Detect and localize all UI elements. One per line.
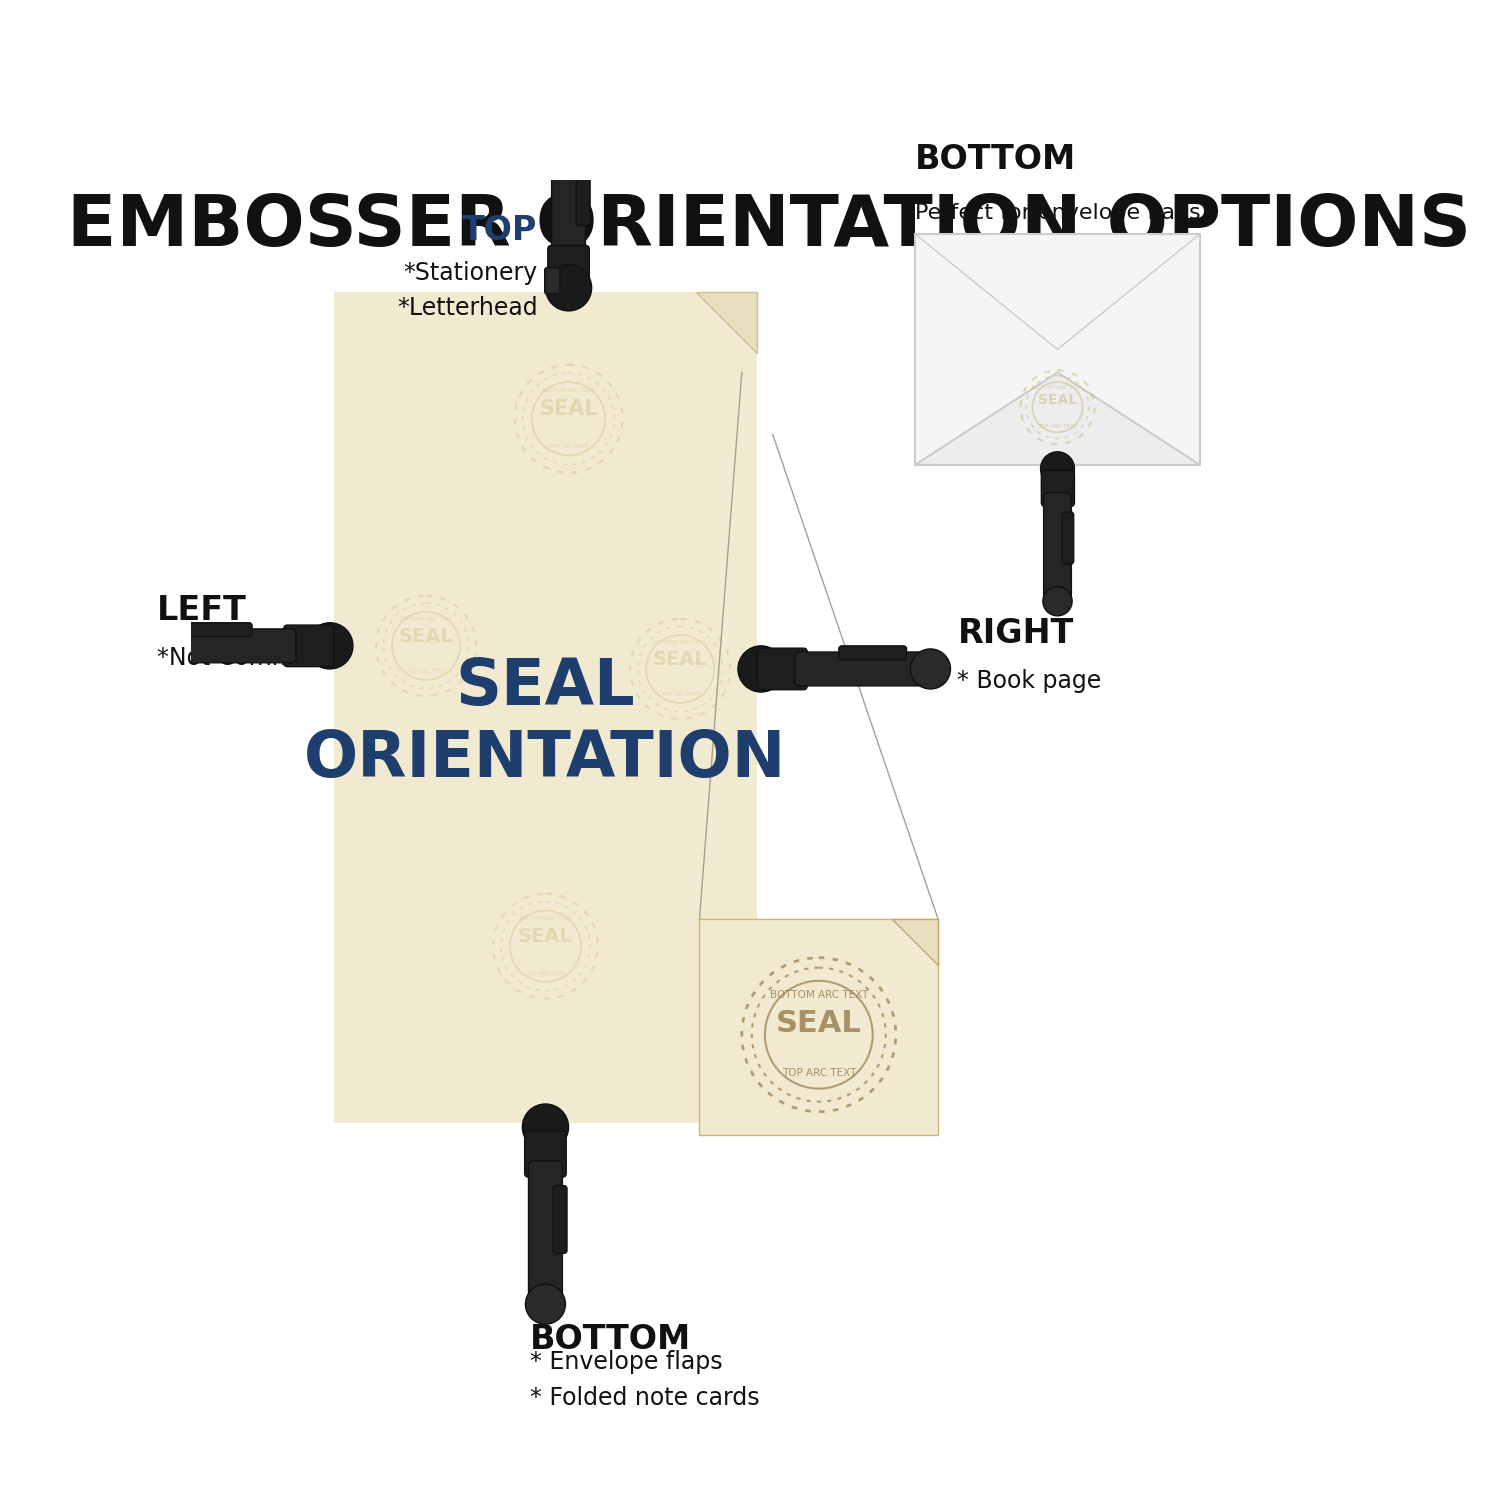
Text: SEAL: SEAL bbox=[538, 399, 598, 418]
Text: BOTTOM ARC TEXT: BOTTOM ARC TEXT bbox=[520, 916, 572, 921]
FancyBboxPatch shape bbox=[152, 628, 296, 663]
Text: TOP ARC TEXT: TOP ARC TEXT bbox=[526, 970, 566, 976]
FancyBboxPatch shape bbox=[1041, 471, 1074, 507]
FancyBboxPatch shape bbox=[758, 648, 807, 690]
Text: BOTTOM ARC TEXT: BOTTOM ARC TEXT bbox=[543, 388, 594, 393]
Text: SEAL: SEAL bbox=[518, 927, 573, 946]
Text: BOTTOM ARC TEXT: BOTTOM ARC TEXT bbox=[400, 618, 451, 622]
Circle shape bbox=[306, 622, 352, 669]
FancyBboxPatch shape bbox=[552, 126, 585, 266]
Text: EMBOSSER ORIENTATION OPTIONS: EMBOSSER ORIENTATION OPTIONS bbox=[66, 192, 1472, 261]
Circle shape bbox=[1041, 452, 1074, 486]
Text: TOP ARC TEXT: TOP ARC TEXT bbox=[549, 444, 588, 448]
Text: SEAL
ORIENTATION: SEAL ORIENTATION bbox=[304, 656, 786, 789]
FancyBboxPatch shape bbox=[1044, 492, 1071, 600]
Text: TOP ARC TEXT: TOP ARC TEXT bbox=[406, 669, 445, 675]
Circle shape bbox=[738, 646, 784, 692]
FancyBboxPatch shape bbox=[795, 652, 939, 686]
Text: Perfect for envelope flaps
or bottom of page seals: Perfect for envelope flaps or bottom of … bbox=[915, 202, 1202, 252]
Text: *Stationery
*Letterhead: *Stationery *Letterhead bbox=[398, 261, 537, 321]
Text: SEAL: SEAL bbox=[1038, 393, 1077, 408]
Text: LEFT: LEFT bbox=[156, 594, 246, 627]
Text: * Book page: * Book page bbox=[957, 669, 1101, 693]
Polygon shape bbox=[892, 920, 938, 966]
FancyBboxPatch shape bbox=[576, 158, 590, 225]
Circle shape bbox=[546, 264, 591, 310]
Circle shape bbox=[549, 102, 588, 142]
FancyBboxPatch shape bbox=[528, 1161, 562, 1300]
FancyBboxPatch shape bbox=[554, 1185, 567, 1254]
Polygon shape bbox=[915, 372, 1200, 465]
Text: TOP ARC TEXT: TOP ARC TEXT bbox=[662, 693, 699, 698]
Circle shape bbox=[1042, 586, 1072, 616]
Text: BOTTOM ARC TEXT: BOTTOM ARC TEXT bbox=[1032, 386, 1083, 390]
Circle shape bbox=[525, 1284, 566, 1324]
FancyBboxPatch shape bbox=[333, 291, 758, 1124]
Text: TOP ARC TEXT: TOP ARC TEXT bbox=[782, 1068, 856, 1078]
Text: TOP ARC TEXT: TOP ARC TEXT bbox=[1038, 424, 1077, 429]
Text: TOP: TOP bbox=[462, 213, 537, 246]
FancyBboxPatch shape bbox=[915, 234, 1200, 465]
Text: BOTTOM: BOTTOM bbox=[915, 142, 1077, 176]
Polygon shape bbox=[696, 291, 758, 354]
FancyBboxPatch shape bbox=[184, 622, 252, 636]
Circle shape bbox=[910, 650, 951, 688]
FancyBboxPatch shape bbox=[699, 920, 938, 1136]
Text: *Not Common: *Not Common bbox=[156, 646, 324, 670]
Text: SEAL: SEAL bbox=[776, 1008, 861, 1038]
Text: SEAL: SEAL bbox=[652, 651, 708, 669]
FancyBboxPatch shape bbox=[525, 1131, 566, 1178]
Text: RIGHT: RIGHT bbox=[957, 616, 1074, 650]
Text: BOTTOM: BOTTOM bbox=[530, 1323, 692, 1356]
Circle shape bbox=[522, 1104, 568, 1150]
FancyBboxPatch shape bbox=[544, 268, 560, 294]
Text: BOTTOM ARC TEXT: BOTTOM ARC TEXT bbox=[770, 990, 868, 999]
Text: * Envelope flaps
* Folded note cards: * Envelope flaps * Folded note cards bbox=[530, 1350, 759, 1410]
FancyBboxPatch shape bbox=[839, 646, 906, 660]
FancyBboxPatch shape bbox=[548, 246, 590, 296]
FancyBboxPatch shape bbox=[284, 626, 333, 666]
Circle shape bbox=[141, 626, 180, 666]
Text: SEAL: SEAL bbox=[399, 627, 453, 646]
Text: BOTTOM ARC TEXT: BOTTOM ARC TEXT bbox=[654, 640, 705, 645]
FancyBboxPatch shape bbox=[1062, 512, 1074, 564]
